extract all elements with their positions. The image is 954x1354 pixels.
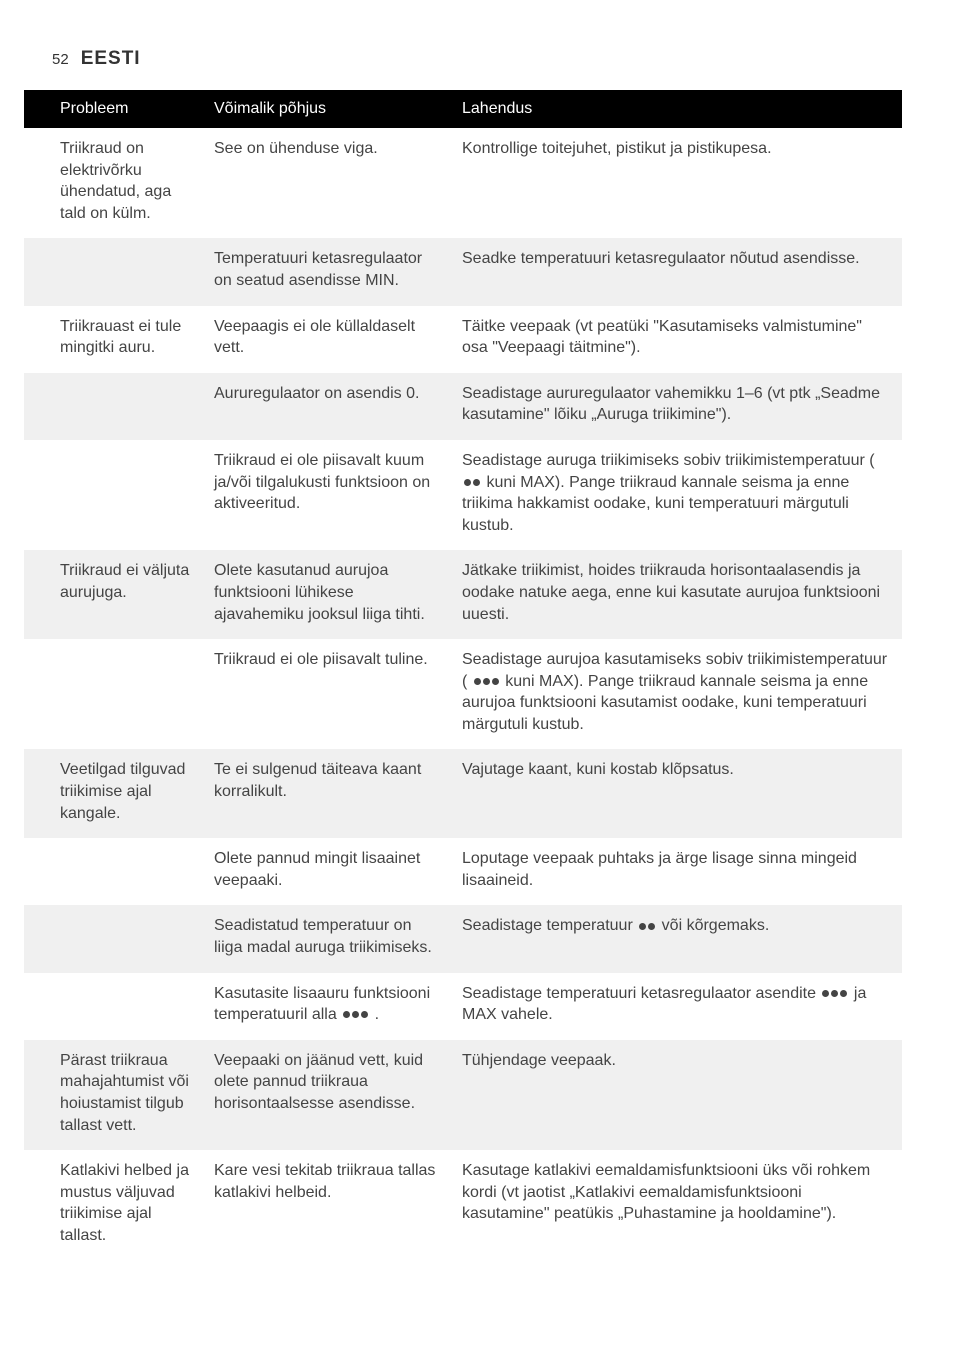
table-row: Aururegulaator on asendis 0.Seadistage a… — [24, 373, 902, 440]
table-row: Olete pannud mingit lisaainet veepaaki.L… — [24, 838, 902, 905]
cell-problem — [24, 440, 202, 550]
table-row: Pärast triikraua mahajahtumist või hoius… — [24, 1040, 902, 1150]
table-row: Triikraud ei ole piisavalt tuline.Seadis… — [24, 639, 902, 749]
temperature-dots-icon — [820, 990, 849, 997]
cell-problem: Katlakivi helbed ja mustus väljuvad trii… — [24, 1150, 202, 1260]
cell-cause: Triikraud ei ole piisavalt tuline. — [202, 639, 450, 749]
cell-solution: Seadistage auruga triikimiseks sobiv tri… — [450, 440, 902, 550]
cell-cause: Kasutasite lisaauru funktsiooni temperat… — [202, 973, 450, 1040]
cell-solution: Seadistage temperatuuri ketasregulaator … — [450, 973, 902, 1040]
cell-problem: Pärast triikraua mahajahtumist või hoius… — [24, 1040, 202, 1150]
cell-cause: Veepaaki on jäänud vett, kuid olete pann… — [202, 1040, 450, 1150]
temperature-dots-icon — [462, 479, 482, 486]
page-header: 52 EESTI — [0, 0, 954, 90]
table-row: Temperatuuri ketasregulaator on seatud a… — [24, 238, 902, 305]
cell-problem: Triikraud on elektrivõrku ühendatud, aga… — [24, 128, 202, 238]
table-row: Veetilgad tilguvad triikimise ajal kanga… — [24, 749, 902, 838]
cell-cause: Seadistatud temperatuur on liiga madal a… — [202, 905, 450, 972]
cell-cause: Triikraud ei ole piisavalt kuum ja/või t… — [202, 440, 450, 550]
col-header-problem: Probleem — [24, 90, 202, 128]
table-row: Seadistatud temperatuur on liiga madal a… — [24, 905, 902, 972]
temperature-dots-icon — [637, 923, 657, 930]
temperature-dots-icon — [472, 678, 501, 685]
cell-cause: Kare vesi tekitab triikraua tallas katla… — [202, 1150, 450, 1260]
cell-cause: Olete kasutanud aurujoa funktsiooni lühi… — [202, 550, 450, 639]
cell-problem: Triikrauast ei tule mingitki auru. — [24, 306, 202, 373]
table-row: Kasutasite lisaauru funktsiooni temperat… — [24, 973, 902, 1040]
cell-cause: Temperatuuri ketasregulaator on seatud a… — [202, 238, 450, 305]
cell-solution: Seadistage aururegulaator vahemikku 1–6 … — [450, 373, 902, 440]
troubleshooting-table-container: Probleem Võimalik põhjus Lahendus Triikr… — [0, 90, 954, 1261]
cell-problem — [24, 838, 202, 905]
cell-solution: Jätkake triikimist, hoides triikrauda ho… — [450, 550, 902, 639]
cell-cause: Aururegulaator on asendis 0. — [202, 373, 450, 440]
cell-problem — [24, 905, 202, 972]
troubleshooting-table: Probleem Võimalik põhjus Lahendus Triikr… — [24, 90, 902, 1261]
table-row: Triikraud ei ole piisavalt kuum ja/või t… — [24, 440, 902, 550]
table-row: Triikraud on elektrivõrku ühendatud, aga… — [24, 128, 902, 238]
table-row: Katlakivi helbed ja mustus väljuvad trii… — [24, 1150, 902, 1260]
cell-cause: Veepaagis ei ole küllaldaselt vett. — [202, 306, 450, 373]
cell-problem — [24, 639, 202, 749]
cell-solution: Seadke temperatuuri ketasregulaator nõut… — [450, 238, 902, 305]
cell-solution: Vajutage kaant, kuni kostab klõpsatus. — [450, 749, 902, 838]
table-row: Triikrauast ei tule mingitki auru.Veepaa… — [24, 306, 902, 373]
cell-solution: Seadistage temperatuur või kõrgemaks. — [450, 905, 902, 972]
cell-solution: Kontrollige toitejuhet, pistikut ja pist… — [450, 128, 902, 238]
cell-solution: Täitke veepaak (vt peatüki "Kasutamiseks… — [450, 306, 902, 373]
cell-problem: Triikraud ei väljuta aurujuga. — [24, 550, 202, 639]
cell-solution: Seadistage aurujoa kasutamiseks sobiv tr… — [450, 639, 902, 749]
temperature-dots-icon — [341, 1011, 370, 1018]
cell-cause: Olete pannud mingit lisaainet veepaaki. — [202, 838, 450, 905]
cell-solution: Tühjendage veepaak. — [450, 1040, 902, 1150]
cell-problem — [24, 238, 202, 305]
cell-problem: Veetilgad tilguvad triikimise ajal kanga… — [24, 749, 202, 838]
table-header-row: Probleem Võimalik põhjus Lahendus — [24, 90, 902, 128]
table-row: Triikraud ei väljuta aurujuga.Olete kasu… — [24, 550, 902, 639]
cell-solution: Loputage veepaak puhtaks ja ärge lisage … — [450, 838, 902, 905]
page-title: EESTI — [81, 48, 141, 70]
cell-problem — [24, 973, 202, 1040]
col-header-cause: Võimalik põhjus — [202, 90, 450, 128]
cell-cause: Te ei sulgenud täiteava kaant korralikul… — [202, 749, 450, 838]
col-header-solution: Lahendus — [450, 90, 902, 128]
cell-problem — [24, 373, 202, 440]
cell-cause: See on ühenduse viga. — [202, 128, 450, 238]
page-number: 52 — [52, 51, 69, 68]
cell-solution: Kasutage katlakivi eemaldamisfunktsiooni… — [450, 1150, 902, 1260]
